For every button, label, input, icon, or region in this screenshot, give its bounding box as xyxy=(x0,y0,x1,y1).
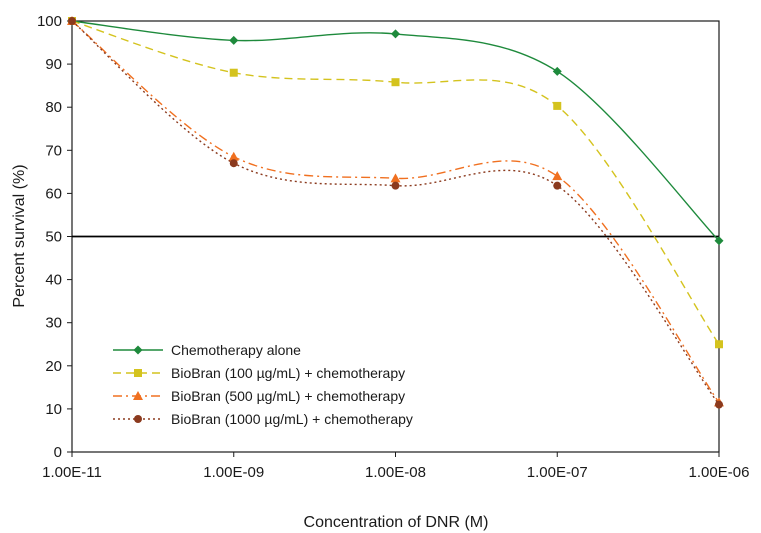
data-point xyxy=(552,66,562,76)
x-axis-title: Concentration of DNR (M) xyxy=(304,514,489,531)
data-point xyxy=(68,17,76,25)
data-point xyxy=(228,151,239,161)
series-4 xyxy=(68,17,723,409)
series-line xyxy=(71,20,720,403)
x-tick-label: 1.00E-07 xyxy=(527,464,588,481)
series-group xyxy=(67,16,724,409)
data-point xyxy=(553,181,562,190)
x-tick-label: 1.00E-11 xyxy=(42,464,102,481)
data-point xyxy=(715,340,723,349)
data-point xyxy=(552,171,563,181)
legend-label: BioBran (100 µg/mL) + chemotherapy xyxy=(171,365,405,381)
y-tick-label: 80 xyxy=(45,99,62,116)
series-1 xyxy=(67,16,724,246)
data-point xyxy=(553,101,562,110)
y-tick-label: 20 xyxy=(45,358,62,375)
data-point xyxy=(229,68,238,77)
y-tick-label: 50 xyxy=(45,229,62,246)
legend-item: BioBran (100 µg/mL) + chemotherapy xyxy=(113,365,405,381)
x-tick-label: 1.00E-09 xyxy=(203,464,264,481)
y-tick-label: 0 xyxy=(54,444,62,461)
y-axis: 0 10 20 30 40 50 60 70 80 90 100 xyxy=(37,13,72,461)
legend-marker xyxy=(134,369,142,377)
legend-label: Chemotherapy alone xyxy=(171,342,301,358)
data-point xyxy=(391,181,400,190)
legend-label: BioBran (1000 µg/mL) + chemotherapy xyxy=(171,411,413,427)
legend-marker xyxy=(133,391,143,400)
series-3 xyxy=(67,16,724,407)
legend-marker xyxy=(134,415,142,423)
legend-item: Chemotherapy alone xyxy=(113,342,301,358)
x-tick-label: 1.00E-06 xyxy=(689,464,750,481)
x-axis: 1.00E-11 1.00E-09 1.00E-08 1.00E-07 1.00E-06 xyxy=(42,452,749,481)
y-tick-label: 70 xyxy=(45,142,62,159)
data-point xyxy=(715,400,723,409)
y-tick-label: 100 xyxy=(37,13,62,30)
y-tick-label: 10 xyxy=(45,401,62,418)
data-point xyxy=(714,236,724,246)
data-point xyxy=(391,78,400,87)
x-tick-label: 1.00E-08 xyxy=(365,464,426,481)
legend-item: BioBran (1000 µg/mL) + chemotherapy xyxy=(113,411,413,427)
y-axis-title: Percent survival (%) xyxy=(11,164,28,307)
legend-marker xyxy=(133,345,143,355)
series-line xyxy=(71,20,720,345)
data-point xyxy=(391,29,400,39)
data-point xyxy=(229,159,238,168)
y-tick-label: 90 xyxy=(45,56,62,73)
y-tick-label: 40 xyxy=(45,272,62,289)
y-tick-label: 30 xyxy=(45,315,62,332)
legend: Chemotherapy alone BioBran (100 µg/mL) + … xyxy=(113,342,413,427)
series-line xyxy=(71,20,720,242)
y-tick-label: 60 xyxy=(45,185,62,202)
data-point xyxy=(229,35,239,45)
legend-label: BioBran (500 µg/mL) + chemotherapy xyxy=(171,388,405,404)
data-point xyxy=(390,173,401,183)
legend-item: BioBran (500 µg/mL) + chemotherapy xyxy=(113,388,405,404)
